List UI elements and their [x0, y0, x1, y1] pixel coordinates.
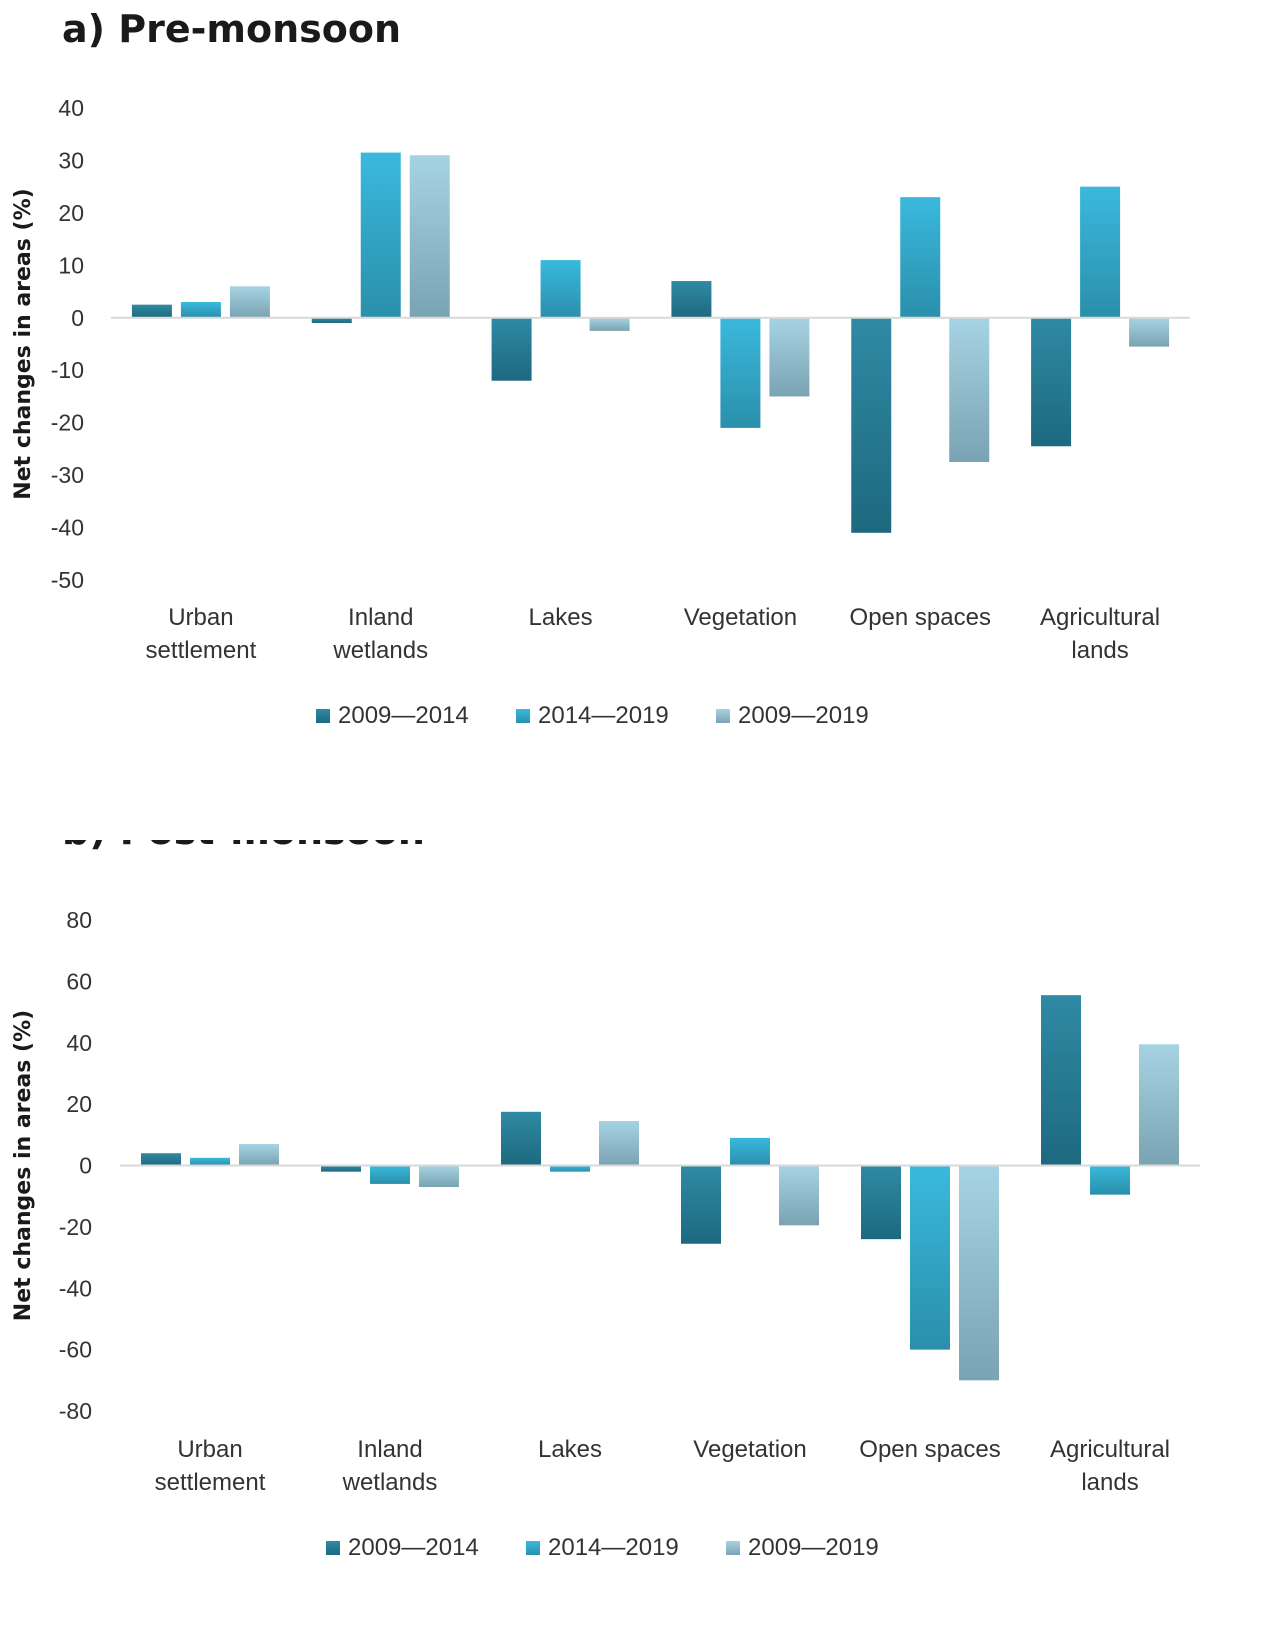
category-label: Agricultural lands: [1040, 604, 1160, 664]
bar-2-6: [1080, 186, 1121, 318]
legend-swatch-2: [516, 709, 530, 723]
chart-title: b) Post-monsoon: [62, 840, 425, 853]
bar-2-1: [180, 302, 221, 318]
y-tick-label: 80: [66, 907, 92, 933]
y-tick-label: -40: [59, 1275, 92, 1301]
y-tick-label: -30: [51, 462, 84, 488]
bar-2-1: [190, 1157, 230, 1166]
legend-label-3: 2009—2019: [748, 1534, 879, 1561]
bar-3-5: [949, 317, 990, 462]
legend-swatch-3: [726, 1541, 740, 1555]
bar-2-3: [540, 260, 581, 318]
legend-swatch-3: [716, 709, 730, 723]
y-tick-label: 30: [58, 147, 84, 173]
category-label: Vegetation: [693, 1436, 806, 1463]
chart-title: a) Pre-monsoon: [62, 7, 401, 51]
bar-2-4: [720, 317, 761, 428]
chart-pre-monsoon: a) Pre-monsoon Net changes in areas (%) 40…: [11, 7, 1190, 729]
bar-1-5: [861, 1165, 901, 1240]
legend-swatch-2: [526, 1541, 540, 1555]
bar-1-1: [131, 304, 172, 318]
y-tick-label: -20: [59, 1214, 92, 1240]
legend-label-1: 2009—2014: [338, 702, 469, 729]
bar-3-4: [769, 317, 810, 397]
bar-3-2: [409, 155, 450, 318]
y-tick-label: 10: [58, 252, 84, 278]
category-label: Lakes: [538, 1436, 602, 1463]
bar-3-6: [1129, 317, 1170, 347]
y-tick-label: -20: [51, 410, 84, 436]
y-tick-label: -60: [59, 1337, 92, 1363]
bar-1-6: [1031, 317, 1072, 447]
y-tick-label: -40: [51, 515, 84, 541]
legend-label-2: 2014—2019: [538, 702, 669, 729]
bar-1-2: [311, 317, 352, 324]
y-tick-label: -10: [51, 357, 84, 383]
bar-3-6: [1139, 1044, 1179, 1166]
y-tick-label: -50: [51, 567, 84, 593]
bar-3-1: [239, 1144, 279, 1166]
bar-2-5: [910, 1165, 950, 1350]
bar-3-4: [779, 1165, 819, 1226]
legend-label-2: 2014—2019: [548, 1534, 679, 1561]
bar-3-1: [229, 286, 270, 318]
chart-post-monsoon: b) Post-monsoon Net changes in areas (%) 8…: [11, 840, 1200, 1561]
bar-1-1: [141, 1153, 181, 1166]
y-axis-label: Net changes in areas (%): [11, 1010, 36, 1321]
category-label: Lakes: [529, 604, 593, 631]
bar-1-3: [491, 317, 532, 381]
y-tick-label: 40: [58, 95, 84, 121]
bar-3-2: [419, 1165, 459, 1187]
bar-2-5: [900, 197, 941, 318]
category-label: Open spaces: [859, 1436, 1000, 1463]
bar-2-3: [550, 1165, 590, 1172]
bar-1-4: [671, 281, 712, 318]
y-axis-label: Net changes in areas (%): [11, 188, 36, 499]
bar-1-5: [851, 317, 892, 533]
bar-2-2: [360, 152, 401, 318]
category-label: Inland wetlands: [342, 1436, 438, 1496]
bar-2-6: [1090, 1165, 1130, 1195]
legend-swatch-1: [326, 1541, 340, 1555]
bar-3-5: [959, 1165, 999, 1381]
bar-2-4: [730, 1137, 770, 1166]
category-label: Inland wetlands: [332, 604, 428, 664]
category-label: Agricultural lands: [1050, 1436, 1170, 1496]
bar-2-2: [370, 1165, 410, 1184]
bar-3-3: [589, 317, 630, 331]
bar-1-2: [321, 1165, 361, 1172]
legend-swatch-1: [316, 709, 330, 723]
bar-1-4: [681, 1165, 721, 1244]
bar-3-3: [599, 1121, 639, 1166]
category-label: Vegetation: [684, 604, 797, 631]
category-label: Urban settlement: [155, 1436, 266, 1496]
category-label: Open spaces: [850, 604, 991, 631]
y-tick-label: -80: [59, 1398, 92, 1424]
legend-label-3: 2009—2019: [738, 702, 869, 729]
y-tick-label: 0: [79, 1153, 92, 1179]
y-tick-label: 60: [66, 968, 92, 994]
bar-1-3: [501, 1111, 541, 1166]
y-tick-label: 20: [58, 200, 84, 226]
y-tick-label: 0: [71, 305, 84, 331]
category-label: Urban settlement: [146, 604, 257, 664]
legend-label-1: 2009—2014: [348, 1534, 479, 1561]
y-tick-label: 40: [66, 1030, 92, 1056]
bar-1-6: [1041, 995, 1081, 1166]
y-tick-label: 20: [66, 1091, 92, 1117]
